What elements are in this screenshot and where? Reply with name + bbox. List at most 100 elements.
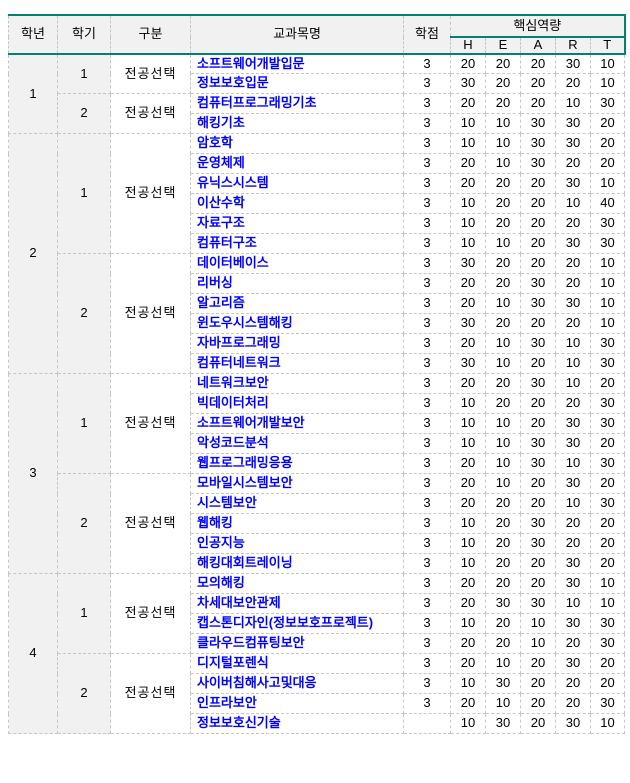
competency-score-t: 10 — [589, 73, 626, 95]
competency-score-t: 30 — [589, 213, 626, 235]
credit-cell: 3 — [403, 533, 451, 555]
competency-score-r: 30 — [555, 433, 591, 455]
competency-score-r: 30 — [555, 473, 591, 495]
competency-score-t: 30 — [589, 633, 626, 655]
course-name-link[interactable]: 디지털포렌식 — [190, 653, 404, 675]
course-name-link[interactable]: 컴퓨터구조 — [190, 233, 404, 255]
course-name-link[interactable]: 모의해킹 — [190, 573, 404, 595]
competency-score-h: 20 — [450, 333, 486, 355]
competency-score-r: 30 — [555, 613, 591, 635]
category-cell: 전공선택 — [110, 253, 191, 375]
credit-cell: 3 — [403, 293, 451, 315]
credit-cell: 3 — [403, 693, 451, 715]
competency-score-h: 10 — [450, 673, 486, 695]
competency-score-a: 30 — [520, 133, 556, 155]
course-name-link[interactable]: 정보보호신기술 — [190, 713, 404, 735]
competency-score-h: 10 — [450, 193, 486, 215]
header-credit: 학점 — [403, 14, 451, 55]
competency-score-a: 30 — [520, 453, 556, 475]
course-name-link[interactable]: 소프트웨어개발입문 — [190, 53, 404, 75]
competency-score-e: 20 — [485, 73, 521, 95]
competency-score-t: 10 — [589, 593, 626, 615]
competency-score-h: 20 — [450, 573, 486, 595]
competency-score-e: 10 — [485, 653, 521, 675]
competency-score-h: 20 — [450, 693, 486, 715]
competency-score-a: 30 — [520, 433, 556, 455]
course-name-link[interactable]: 모바일시스템보안 — [190, 473, 404, 495]
credit-cell: 3 — [403, 653, 451, 675]
course-row: 인프라보안 3 20 10 20 20 30 — [9, 693, 626, 715]
course-name-link[interactable]: 사이버침해사고및대응 — [190, 673, 404, 695]
course-name-link[interactable]: 인프라보안 — [190, 693, 404, 715]
course-name-link[interactable]: 컴퓨터프로그래밍기초 — [190, 93, 404, 115]
credit-cell: 3 — [403, 193, 451, 215]
category-cell: 전공선택 — [110, 133, 191, 255]
competency-score-r: 20 — [555, 633, 591, 655]
competency-score-h: 30 — [450, 313, 486, 335]
course-name-link[interactable]: 유닉스시스템 — [190, 173, 404, 195]
course-name-link[interactable]: 소프트웨어개발보안 — [190, 413, 404, 435]
course-row: 2 전공선택 컴퓨터프로그래밍기초 3 20 20 20 10 30 — [9, 93, 626, 135]
course-name-link[interactable]: 해킹기초 — [190, 113, 404, 135]
course-name-link[interactable]: 악성코드분석 — [190, 433, 404, 455]
course-name-link[interactable]: 자료구조 — [190, 213, 404, 235]
competency-score-r: 20 — [555, 73, 591, 95]
competency-score-e: 30 — [485, 593, 521, 615]
competency-score-a: 20 — [520, 653, 556, 675]
competency-score-e: 10 — [485, 153, 521, 175]
competency-score-e: 20 — [485, 513, 521, 535]
course-name-link[interactable]: 정보보호입문 — [190, 73, 404, 95]
competency-score-h: 10 — [450, 533, 486, 555]
course-name-link[interactable]: 웹해킹 — [190, 513, 404, 535]
competency-score-a: 10 — [520, 613, 556, 635]
competency-score-a: 20 — [520, 413, 556, 435]
competency-score-r: 20 — [555, 313, 591, 335]
competency-score-h: 10 — [450, 213, 486, 235]
credit-cell: 3 — [403, 93, 451, 115]
course-name-link[interactable]: 인공지능 — [190, 533, 404, 555]
semester-cell: 2 — [57, 253, 111, 375]
competency-score-a: 30 — [520, 153, 556, 175]
competency-score-a: 20 — [520, 473, 556, 495]
course-row: 캡스톤디자인(정보보호프로젝트) 3 10 20 10 30 30 — [9, 613, 626, 635]
competency-score-a: 30 — [520, 113, 556, 135]
course-row: 자바프로그래밍 3 20 10 30 10 30 — [9, 333, 626, 355]
course-name-link[interactable]: 이산수학 — [190, 193, 404, 215]
competency-score-r: 30 — [555, 233, 591, 255]
competency-score-t: 30 — [589, 413, 626, 435]
course-name-link[interactable]: 운영체제 — [190, 153, 404, 175]
competency-score-e: 10 — [485, 233, 521, 255]
competency-score-a: 20 — [520, 173, 556, 195]
year-cell: 2 — [8, 133, 58, 375]
credit-cell: 3 — [403, 213, 451, 235]
competency-score-r: 20 — [555, 673, 591, 695]
credit-cell: 3 — [403, 313, 451, 335]
course-name-link[interactable]: 컴퓨터네트워크 — [190, 353, 404, 375]
course-name-link[interactable]: 네트워크보안 — [190, 373, 404, 395]
semester-cell: 1 — [57, 373, 111, 475]
course-name-link[interactable]: 해킹대회트레이닝 — [190, 553, 404, 575]
course-name-link[interactable]: 리버싱 — [190, 273, 404, 295]
course-name-link[interactable]: 웹프로그래밍응용 — [190, 453, 404, 475]
course-row: 알고리즘 3 20 10 30 30 10 — [9, 293, 626, 315]
course-name-link[interactable]: 캡스톤디자인(정보보호프로젝트) — [190, 613, 404, 635]
competency-score-e: 20 — [485, 273, 521, 295]
course-name-link[interactable]: 데이터베이스 — [190, 253, 404, 275]
course-name-link[interactable]: 윈도우시스템해킹 — [190, 313, 404, 335]
competency-score-t: 20 — [589, 473, 626, 495]
credit-cell: 3 — [403, 113, 451, 135]
course-name-link[interactable]: 암호학 — [190, 133, 404, 155]
competency-score-a: 10 — [520, 633, 556, 655]
course-name-link[interactable]: 빅데이터처리 — [190, 393, 404, 415]
competency-score-a: 20 — [520, 53, 556, 75]
course-row: 소프트웨어개발보안 3 10 10 20 30 30 — [9, 413, 626, 435]
competency-score-r: 30 — [555, 173, 591, 195]
course-name-link[interactable]: 시스템보안 — [190, 493, 404, 515]
course-name-link[interactable]: 클라우드컴퓨팅보안 — [190, 633, 404, 655]
competency-score-r: 20 — [555, 273, 591, 295]
course-name-link[interactable]: 알고리즘 — [190, 293, 404, 315]
course-name-link[interactable]: 자바프로그래밍 — [190, 333, 404, 355]
competency-score-t: 30 — [589, 693, 626, 715]
course-row: 2 전공선택 디지털포렌식 3 20 10 20 30 20 — [9, 653, 626, 735]
course-name-link[interactable]: 차세대보안관제 — [190, 593, 404, 615]
